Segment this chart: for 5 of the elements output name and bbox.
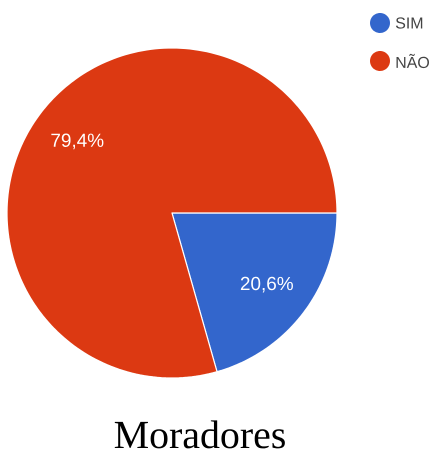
legend-label: SIM xyxy=(396,17,422,29)
text: Moradores xyxy=(114,420,285,448)
data-label: 20,6% xyxy=(240,276,293,292)
data-label: 79,4% xyxy=(51,134,104,150)
legend-label: NÃO xyxy=(396,54,429,68)
